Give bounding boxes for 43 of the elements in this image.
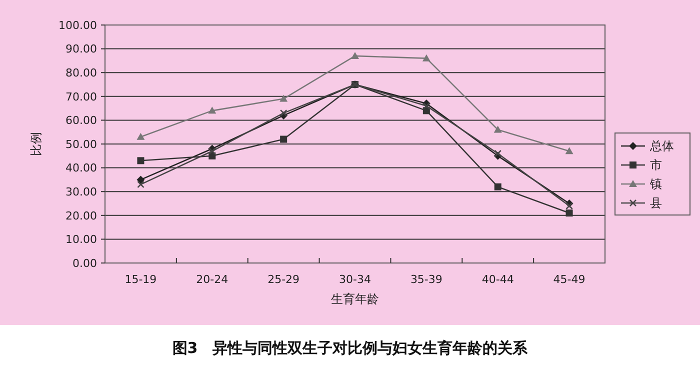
legend-label: 总体 [649,139,674,154]
x-tick-label: 20-24 [196,273,228,286]
y-tick-label: 80.00 [66,66,97,80]
x-tick-label: 45-49 [553,273,586,286]
point [136,132,145,140]
point [565,147,574,154]
point [494,126,502,133]
x-tick-label: 40-44 [482,273,514,286]
point [280,109,288,117]
legend-label: 市 [650,158,662,172]
point [208,106,216,114]
point [351,52,359,59]
y-tick-label: 50.00 [66,138,97,151]
text: 图3 异性与同性双生子对比例与妇女生育年龄的关系 [172,339,529,357]
x-axis-title: 生育年龄 [331,292,379,306]
point [136,176,145,184]
point [280,94,288,102]
y-tick-label: 0.00 [72,256,97,270]
point [422,102,430,110]
y-tick-label: 10.00 [66,233,97,246]
x-tick-label: 15-19 [124,273,157,286]
y-axis-title: 比例 [29,132,43,156]
legend-label: 县 [650,196,662,210]
y-tick-label: 20.00 [66,209,97,222]
point [280,136,288,143]
point [494,150,502,158]
y-tick-label: 100.00 [58,18,97,32]
y-tick-label: 30.00 [66,185,97,198]
point [137,157,144,164]
point [566,210,573,217]
x-tick-label: 35-39 [410,273,442,286]
legend-label: 镇 [649,177,662,192]
y-tick-label: 90.00 [66,42,97,56]
y-tick-label: 60.00 [66,114,97,128]
x-tick-label: 25-29 [268,273,300,286]
point [137,180,144,188]
x-tick-label: 30-34 [339,273,371,286]
point [566,202,573,210]
point [494,183,502,190]
y-tick-label: 40.00 [66,162,97,175]
y-tick-label: 70.00 [66,90,97,104]
point [422,54,430,62]
point [208,147,216,155]
